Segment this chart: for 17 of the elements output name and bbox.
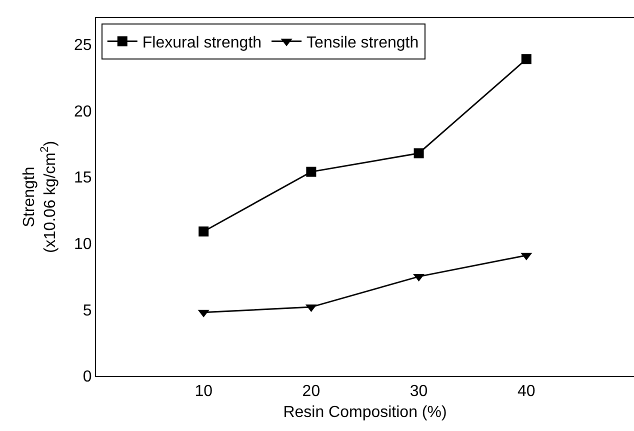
x-tick-label: 30 [410, 383, 428, 400]
x-tick-label: 40 [518, 383, 536, 400]
y-tick-label: 5 [82, 302, 92, 320]
x-tick-label: 10 [194, 383, 213, 400]
point [521, 54, 532, 64]
point [306, 166, 316, 177]
y-tick-label: 15 [74, 170, 92, 187]
y-tick-label: 0 [82, 368, 92, 386]
x-axis-title: Resin Composition (%) [283, 404, 447, 421]
x-tick-label: 20 [302, 383, 320, 400]
point [414, 148, 424, 158]
y-tick-label: 10 [74, 236, 92, 254]
y-tick-label: 20 [74, 103, 92, 120]
y-tick-label: 25 [74, 37, 92, 54]
point [198, 226, 209, 236]
legend-label: Flexural strength [142, 34, 262, 52]
legend-label: Tensile strength [306, 34, 419, 52]
